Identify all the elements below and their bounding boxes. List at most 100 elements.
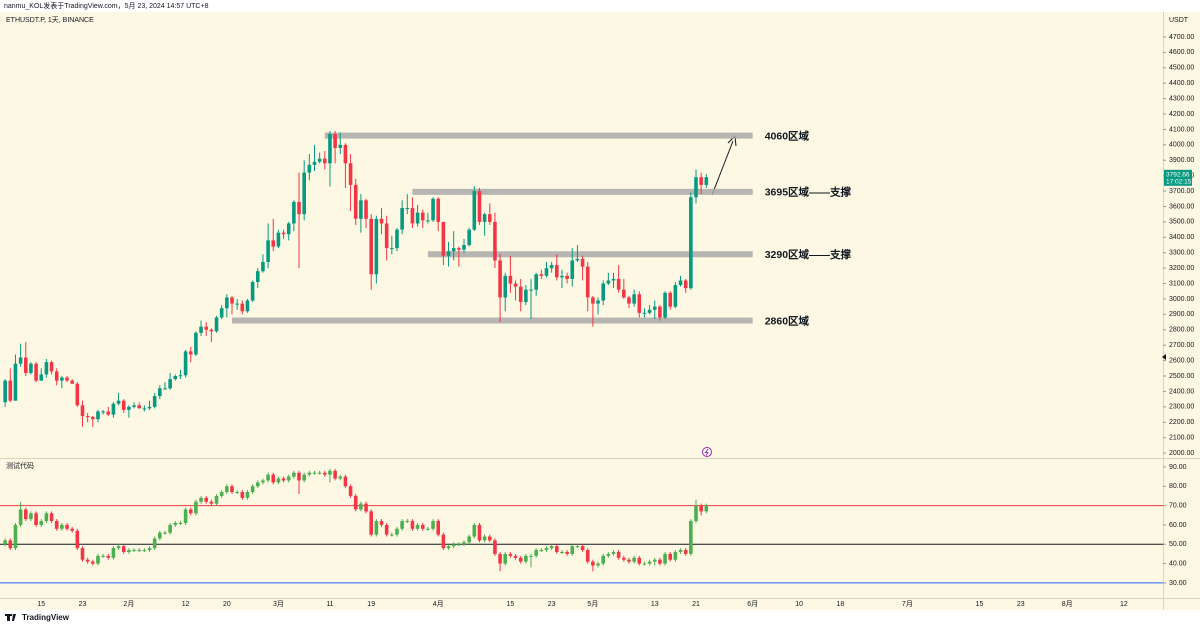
candle-body xyxy=(173,376,178,380)
candle-body xyxy=(96,411,100,420)
candle-body xyxy=(384,223,389,249)
candle-body xyxy=(266,474,270,481)
candle-body xyxy=(616,551,621,558)
candle-body xyxy=(436,521,441,535)
candle-body xyxy=(426,220,430,222)
candle-body xyxy=(420,212,425,221)
event-icon[interactable] xyxy=(702,447,712,457)
candle-body xyxy=(23,357,28,373)
x-tick-label: 7月 xyxy=(902,600,913,608)
candle-body xyxy=(317,158,322,162)
candle-body xyxy=(137,550,141,552)
candle-body xyxy=(230,297,234,304)
candle-body xyxy=(8,540,13,549)
candle-body xyxy=(255,271,260,283)
candle-body xyxy=(632,294,636,304)
candle-body xyxy=(240,492,245,498)
candle-body xyxy=(281,478,286,481)
candle-body xyxy=(673,285,678,307)
y-tick-label: 2800.00 xyxy=(1169,327,1194,334)
caption: nanmu_KOL发表于TradingView.com，5月 23, 2024 … xyxy=(4,1,209,10)
candle-body xyxy=(487,536,492,541)
y-tick-label: 2900.00 xyxy=(1169,311,1194,318)
candle-body xyxy=(529,555,533,557)
candle-body xyxy=(127,406,131,410)
y-tick-label: 80.00 xyxy=(1169,483,1187,490)
candle-body xyxy=(436,198,441,222)
candle-body xyxy=(39,374,44,381)
candle-body xyxy=(364,200,368,219)
candle-body xyxy=(498,260,502,298)
y-tick-label: 3500.00 xyxy=(1169,219,1194,226)
candle-body xyxy=(85,416,90,418)
candle-body xyxy=(529,289,533,291)
candle-body xyxy=(91,561,95,564)
candle-body xyxy=(585,550,590,562)
candle-body xyxy=(513,555,518,558)
candle-body xyxy=(668,553,673,560)
candle-body xyxy=(194,501,198,514)
zone-band xyxy=(412,188,753,195)
y-tick-label: 3000.00 xyxy=(1169,296,1194,303)
y-tick-label: 4000.00 xyxy=(1169,142,1194,149)
candle-body xyxy=(601,283,605,301)
y-tick-label: 4400.00 xyxy=(1169,80,1194,87)
candle-body xyxy=(106,411,111,415)
candle-body xyxy=(451,248,456,252)
y-tick-label: 60.00 xyxy=(1169,522,1187,529)
y-tick-label: 3200.00 xyxy=(1169,265,1194,272)
x-tick-label: 4月 xyxy=(433,600,444,608)
candle-body xyxy=(276,232,281,247)
x-tick-label: 10 xyxy=(795,601,803,608)
candle-body xyxy=(91,416,95,420)
y-tick-label: 2400.00 xyxy=(1169,388,1194,395)
candle-body xyxy=(524,555,528,562)
candle-body xyxy=(132,550,136,552)
candle-body xyxy=(132,405,136,407)
candle-body xyxy=(446,546,451,549)
candle-body xyxy=(374,521,379,535)
x-tick-label: 11 xyxy=(326,601,333,608)
y-tick-label: 2500.00 xyxy=(1169,373,1194,380)
candle-body xyxy=(163,388,167,390)
candle-body xyxy=(49,513,54,522)
candle-body xyxy=(642,312,647,314)
candle-body xyxy=(70,528,74,531)
candle-body xyxy=(44,513,49,522)
y-tick-label: 2600.00 xyxy=(1169,357,1194,364)
candle-body xyxy=(168,524,172,533)
candle-body xyxy=(575,546,580,548)
zone-label: 2860区域 xyxy=(765,314,810,327)
candle-body xyxy=(219,308,224,318)
candle-body xyxy=(606,280,611,284)
candle-body xyxy=(647,561,652,564)
candle-body xyxy=(199,497,203,502)
x-tick-label: 5月 xyxy=(587,600,598,608)
y-tick-label: 2200.00 xyxy=(1169,419,1194,426)
candle-body xyxy=(518,557,523,562)
candle-body xyxy=(250,282,255,301)
candle-body xyxy=(96,555,100,564)
zone-label: 4060区域 xyxy=(765,129,810,142)
candle-body xyxy=(163,532,167,534)
candle-body xyxy=(663,292,667,318)
x-tick-label: 20 xyxy=(223,601,231,608)
candle-body xyxy=(54,371,59,381)
candle-body xyxy=(611,278,616,281)
candle-body xyxy=(678,550,683,552)
candle-body xyxy=(312,161,317,165)
zone-band xyxy=(324,132,753,139)
candle-body xyxy=(596,563,600,566)
candle-body xyxy=(29,513,33,520)
candle-body xyxy=(127,550,131,552)
chart-background xyxy=(0,12,1200,610)
candle-body xyxy=(704,505,709,512)
candle-body xyxy=(338,144,343,148)
candle-body xyxy=(18,357,23,364)
candle-body xyxy=(323,158,327,164)
candle-body xyxy=(65,377,69,381)
candle-body xyxy=(704,177,709,185)
candle-body xyxy=(632,557,636,562)
y-tick-label: 4600.00 xyxy=(1169,49,1194,56)
